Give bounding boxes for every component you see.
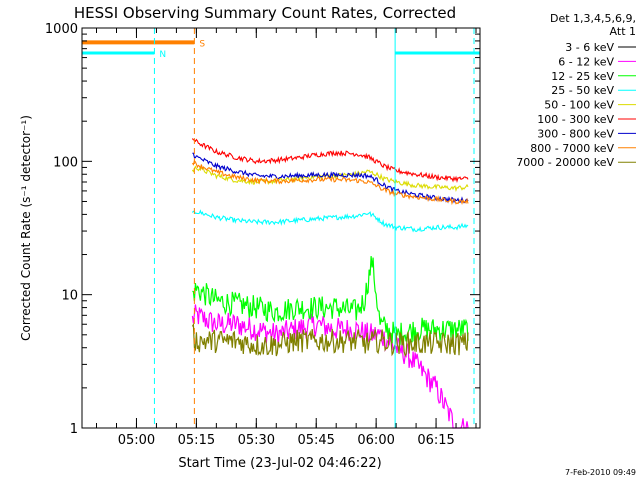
y-axis-label: Corrected Count Rate (s⁻¹ detector⁻¹) [19,115,33,341]
x-tick-label: 05:15 [178,433,215,448]
legend-label: 50 - 100 keV [544,99,614,112]
footer-date: 7-Feb-2010 09:49 [565,468,636,477]
legend-label: 3 - 6 keV [565,41,614,54]
flag-layer: NS [82,39,480,60]
x-tick-label: 05:00 [118,433,155,448]
series-line-3 [191,209,469,233]
axis-layer: 1 10 100 1000 05:00 05:15 05:30 05:45 06:00 06:15 [45,22,481,448]
legend-label: 800 - 7000 keV [530,142,614,155]
legend-label: 7000 - 20000 keV [516,156,614,169]
legend-label: 25 - 50 keV [551,84,614,97]
y-tick-label: 1000 [45,22,78,37]
series-line-8 [191,322,469,357]
series-line-2 [192,256,469,345]
series-line-7 [191,159,469,206]
series-line-5 [191,138,469,183]
legend-header: Att 1 [610,25,636,38]
series-line-1 [191,304,469,429]
x-axis-label: Start Time (23-Jul-02 04:46:22) [178,456,381,471]
legend-label: 300 - 800 keV [537,127,614,140]
series-layer [191,138,469,429]
x-tick-label: 06:00 [357,433,394,448]
plot-frame [81,27,481,429]
legend-header: Det 1,3,4,5,6,9, [550,12,636,25]
x-tick-label: 05:45 [297,433,334,448]
series-line-4 [191,165,469,193]
legend-label: 100 - 300 keV [537,113,614,126]
marker-layer [153,28,475,428]
legend-label: 12 - 25 keV [551,70,614,83]
saa-flag-label: S [199,39,205,49]
night-flag-label: N [159,50,166,60]
series-line-6 [192,152,469,204]
x-tick-label: 06:15 [417,433,454,448]
y-tick-label: 1 [70,422,78,437]
x-tick-label: 05:30 [238,433,275,448]
y-tick-label: 100 [53,155,78,170]
legend-label: 6 - 12 keV [558,55,614,68]
chart-title: HESSI Observing Summary Count Rates, Cor… [74,4,456,22]
y-tick-label: 10 [61,289,78,304]
